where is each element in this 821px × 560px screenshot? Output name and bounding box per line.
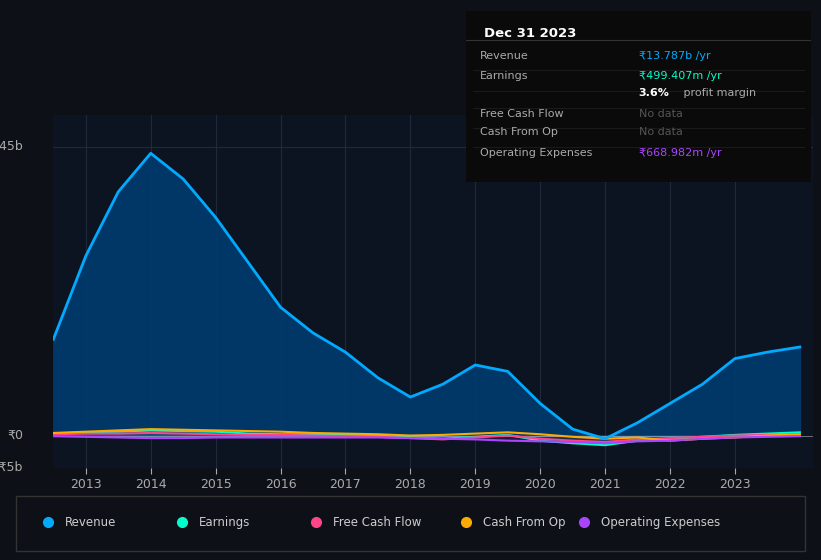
Text: 3.6%: 3.6% (639, 88, 670, 98)
Text: Cash From Op: Cash From Op (483, 516, 566, 529)
Text: ₹45b: ₹45b (0, 141, 23, 153)
Text: Dec 31 2023: Dec 31 2023 (484, 26, 576, 40)
Text: profit margin: profit margin (680, 88, 756, 98)
Text: Free Cash Flow: Free Cash Flow (480, 109, 564, 119)
Text: -₹5b: -₹5b (0, 461, 23, 474)
Text: Revenue: Revenue (480, 50, 529, 60)
Text: Free Cash Flow: Free Cash Flow (333, 516, 422, 529)
Text: No data: No data (639, 109, 682, 119)
Text: Operating Expenses: Operating Expenses (480, 148, 593, 158)
Text: ₹13.787b /yr: ₹13.787b /yr (639, 50, 710, 60)
Text: ₹499.407m /yr: ₹499.407m /yr (639, 71, 722, 81)
Text: ₹668.982m /yr: ₹668.982m /yr (639, 148, 722, 158)
Text: Cash From Op: Cash From Op (480, 128, 558, 137)
Text: Revenue: Revenue (66, 516, 117, 529)
Text: No data: No data (639, 128, 682, 137)
Text: Operating Expenses: Operating Expenses (601, 516, 721, 529)
Text: Earnings: Earnings (480, 71, 529, 81)
Text: Earnings: Earnings (200, 516, 250, 529)
Text: ₹0: ₹0 (7, 429, 23, 442)
